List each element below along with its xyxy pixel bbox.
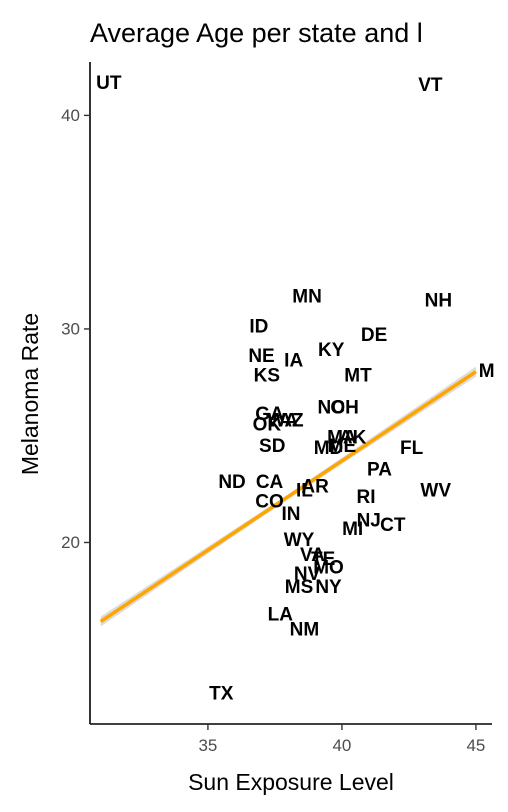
point-label-az: AZ [278, 410, 304, 431]
point-label-ri: RI [357, 487, 376, 508]
point-label-va: VA [300, 545, 325, 566]
point-label-id: ID [249, 316, 268, 337]
point-label-mi: MI [342, 519, 363, 540]
point-label-tx: TX [209, 684, 234, 705]
point-label-nc: NC [317, 397, 345, 418]
point-label-pa: PA [367, 459, 392, 480]
point-label-ia: IA [284, 350, 303, 371]
point-label-nm: NM [290, 620, 320, 641]
point-label-co: CO [255, 491, 284, 512]
point-label-la: LA [268, 605, 294, 626]
point-label-de: DE [361, 325, 387, 346]
point-label-mo: MO [313, 558, 344, 579]
point-label-mn: MN [292, 286, 322, 307]
point-label-wy: WY [284, 530, 315, 551]
point-label-md: MD [314, 438, 344, 459]
point-label-ma: MA [327, 427, 357, 448]
point-label-ok: OK [253, 415, 282, 436]
point-label-oh: OH [330, 397, 359, 418]
point-label-nh: NH [425, 291, 452, 312]
point-label-ga: GA [255, 404, 284, 425]
point-label-nd: ND [218, 472, 245, 493]
point-label-nj: NJ [357, 511, 381, 532]
point-label-ut: UT [96, 73, 122, 94]
x-tick-label: 45 [466, 736, 485, 755]
point-label-ks: KS [254, 365, 280, 386]
fit-line-group [99, 366, 477, 627]
point-label-m: M [479, 361, 495, 382]
point-label-ca: CA [256, 472, 284, 493]
point-label-nv: NV [294, 564, 321, 585]
point-label-wv: WV [420, 481, 451, 502]
y-axis-title: Melanoma Rate [17, 313, 43, 475]
x-axis-title: Sun Exposure Level [188, 769, 394, 795]
point-label-ak: AK [339, 427, 367, 448]
point-label-me: ME [328, 436, 357, 457]
y-tick-label: 40 [61, 106, 80, 125]
point-label-fl: FL [400, 438, 424, 459]
y-tick-label: 30 [61, 319, 80, 338]
point-label-ms: MS [285, 577, 314, 598]
point-label-ny: NY [315, 577, 342, 598]
point-label-mt: MT [344, 365, 372, 386]
y-tick-label: 20 [61, 533, 80, 552]
point-label-ne: NE [248, 346, 274, 367]
point-label-wa: WA [268, 410, 299, 431]
fit-line [99, 370, 477, 623]
point-label-vt: VT [418, 75, 443, 96]
x-tick-label: 35 [198, 736, 217, 755]
point-label-in: IN [282, 504, 301, 525]
x-tick-label: 40 [332, 736, 351, 755]
point-label-te: TE [311, 549, 335, 570]
point-label-sd: SD [259, 436, 285, 457]
point-label-il: IL [296, 481, 313, 502]
point-label-ar: AR [301, 476, 329, 497]
axes: 35 40 45 20 30 40 [61, 62, 492, 755]
point-label-ct: CT [380, 515, 406, 536]
point-label-ky: KY [318, 340, 345, 361]
chart-title: Average Age per state and l [90, 18, 423, 48]
